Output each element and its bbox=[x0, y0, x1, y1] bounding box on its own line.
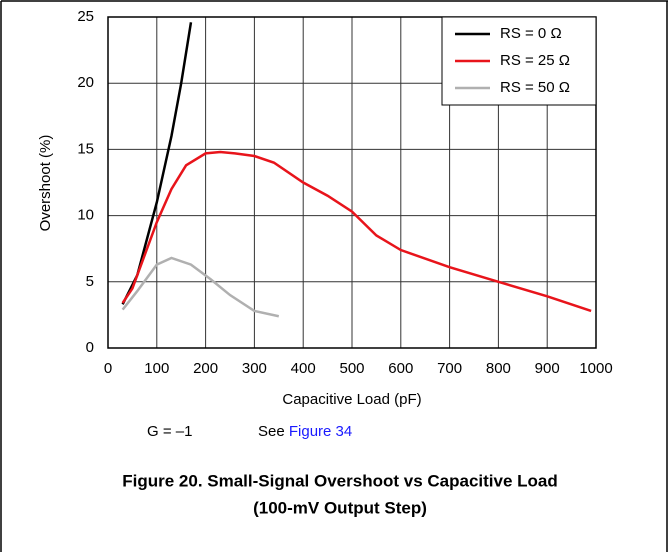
legend-label: RS = 0 Ω bbox=[500, 25, 562, 42]
caption-line: Figure 20. Small-Signal Overshoot vs Cap… bbox=[122, 471, 558, 490]
y-tick-label: 5 bbox=[86, 273, 94, 290]
x-tick-label: 200 bbox=[193, 360, 218, 377]
series-line bbox=[121, 256, 280, 318]
y-tick-label: 25 bbox=[77, 8, 94, 25]
x-tick-label: 100 bbox=[144, 360, 169, 377]
legend-label: RS = 25 Ω bbox=[500, 52, 570, 69]
y-tick-label: 10 bbox=[77, 207, 94, 224]
x-tick-label: 600 bbox=[388, 360, 413, 377]
plot-border bbox=[107, 16, 597, 349]
x-tick-label: 300 bbox=[242, 360, 267, 377]
y-tick-label: 20 bbox=[77, 74, 94, 91]
x-tick-label: 1000 bbox=[579, 360, 612, 377]
x-tick-label: 800 bbox=[486, 360, 511, 377]
see-note: See Figure 34 bbox=[258, 423, 352, 440]
see-text: See bbox=[258, 423, 285, 440]
y-axis-label: Overshoot (%) bbox=[37, 135, 54, 232]
gain-note: G = –1 bbox=[147, 423, 192, 440]
y-tick-label: 0 bbox=[86, 339, 94, 356]
figure-link[interactable]: Figure 34 bbox=[289, 423, 352, 440]
x-tick-label: 900 bbox=[535, 360, 560, 377]
series-line bbox=[121, 150, 592, 313]
x-tick-label: 0 bbox=[104, 360, 112, 377]
caption-line: (100-mV Output Step) bbox=[253, 498, 427, 517]
x-axis-label: Capacitive Load (pF) bbox=[282, 391, 421, 408]
x-tick-label: 400 bbox=[291, 360, 316, 377]
x-tick-label: 500 bbox=[339, 360, 364, 377]
x-tick-label: 700 bbox=[437, 360, 462, 377]
y-tick-label: 15 bbox=[77, 140, 94, 157]
legend-label: RS = 50 Ω bbox=[500, 79, 570, 96]
